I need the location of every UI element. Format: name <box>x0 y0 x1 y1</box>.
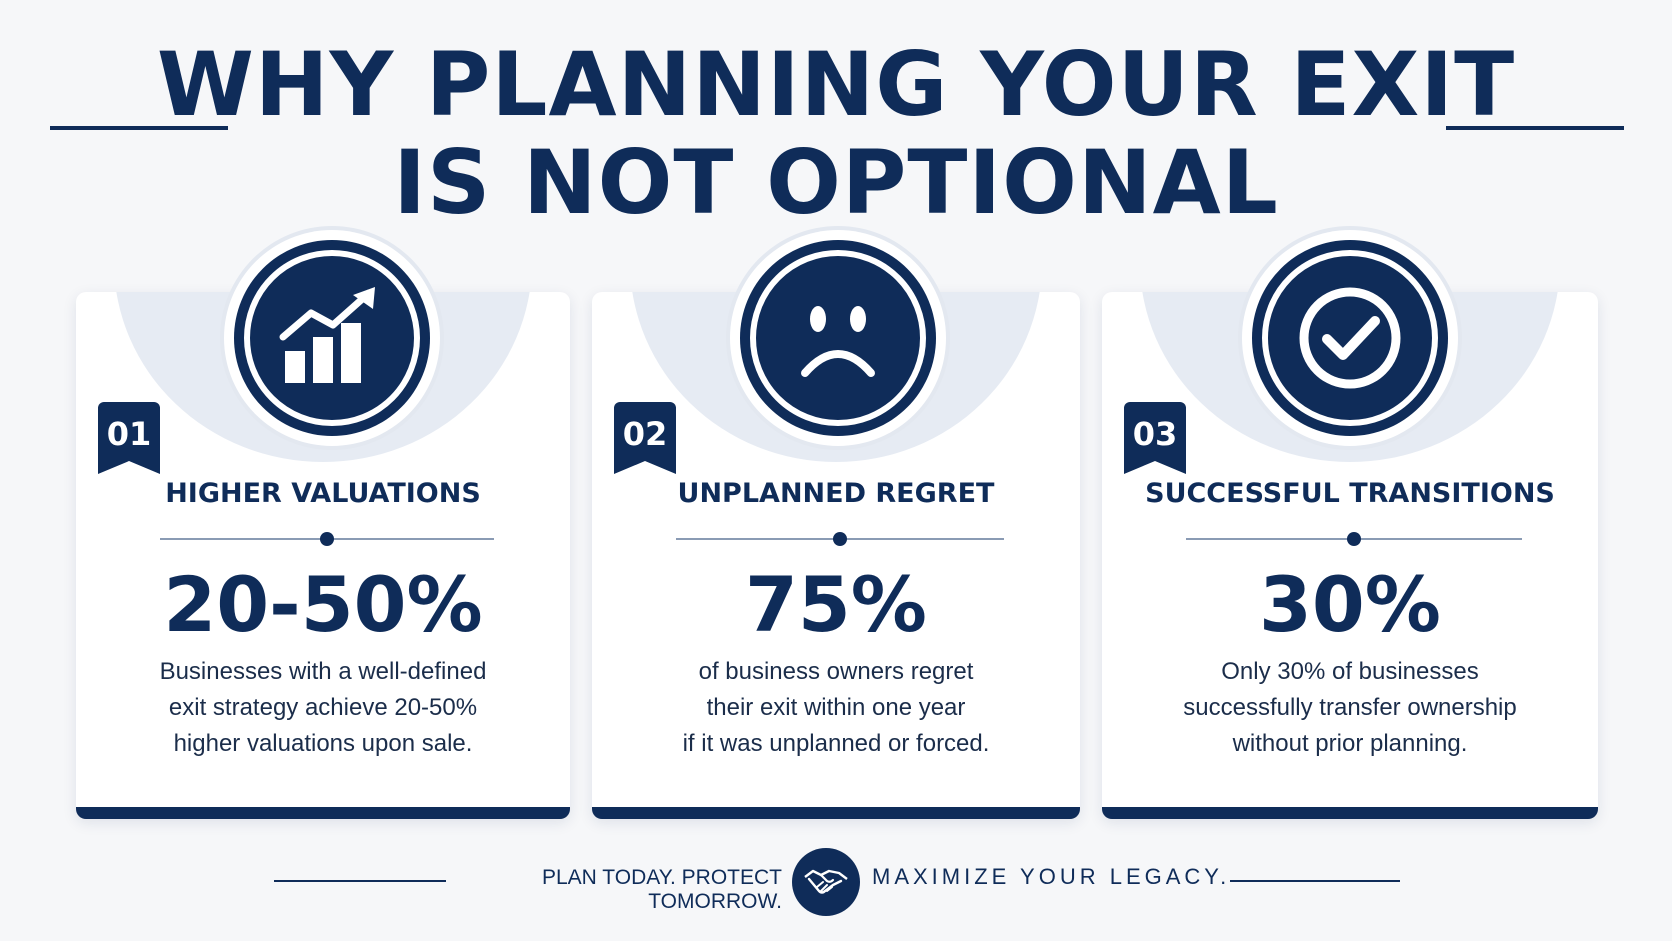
card-description: Businesses with a well-defined exit stra… <box>106 654 540 762</box>
card-bottom-bar <box>76 807 570 819</box>
footer-rule-right <box>1230 880 1400 882</box>
card-description: of business owners regret their exit wit… <box>622 654 1050 762</box>
description-line: Businesses with a well-defined <box>159 658 487 685</box>
rising-chart-icon <box>234 240 430 436</box>
divider-dot <box>1347 532 1361 546</box>
description-line: if it was unplanned or forced. <box>682 730 990 757</box>
description-line: Only 30% of businesses <box>1221 658 1479 685</box>
title-line-2: IS NOT OPTIONAL <box>393 131 1279 234</box>
card-divider <box>1186 532 1522 546</box>
card-number-badge: 03 <box>1124 402 1186 474</box>
description-line: of business owners regret <box>698 658 974 685</box>
page-title: WHY PLANNING YOUR EXIT IS NOT OPTIONAL <box>0 36 1672 232</box>
card-number-badge: 02 <box>614 402 676 474</box>
footer-tagline-left: PLAN TODAY. PROTECT TOMORROW. <box>541 866 782 913</box>
description-line: higher valuations upon sale. <box>173 730 473 757</box>
title-rule-right <box>1446 126 1624 130</box>
footer-tagline-right: MAXIMIZE YOUR LEGACY. <box>872 864 1231 889</box>
card-divider <box>676 532 1004 546</box>
footer-rule-left <box>274 880 446 882</box>
checkmark-icon <box>1252 240 1448 436</box>
description-line: exit strategy achieve 20-50% <box>168 694 478 721</box>
description-line: successfully transfer ownership <box>1183 694 1517 721</box>
divider-dot <box>320 532 334 546</box>
card-stat: 75% <box>745 560 927 649</box>
sad-face-icon <box>740 240 936 436</box>
card-stat: 30% <box>1259 560 1441 649</box>
handshake-icon <box>792 848 860 916</box>
card-bottom-bar <box>1102 807 1598 819</box>
card-title: HIGHER VALUATIONS <box>165 478 481 509</box>
card-bottom-bar <box>592 807 1080 819</box>
title-rule-left <box>50 126 228 130</box>
card-title: SUCCESSFUL TRANSITIONS <box>1145 478 1555 509</box>
card-description: Only 30% of businesses successfully tran… <box>1132 654 1568 762</box>
description-line: their exit within one year <box>706 694 966 721</box>
description-line: without prior planning. <box>1232 730 1468 757</box>
divider-dot <box>833 532 847 546</box>
card-divider <box>160 532 494 546</box>
card-stat: 20-50% <box>163 560 483 649</box>
title-line-1: WHY PLANNING YOUR EXIT <box>156 33 1516 136</box>
card-number-badge: 01 <box>98 402 160 474</box>
card-title: UNPLANNED REGRET <box>677 478 995 509</box>
